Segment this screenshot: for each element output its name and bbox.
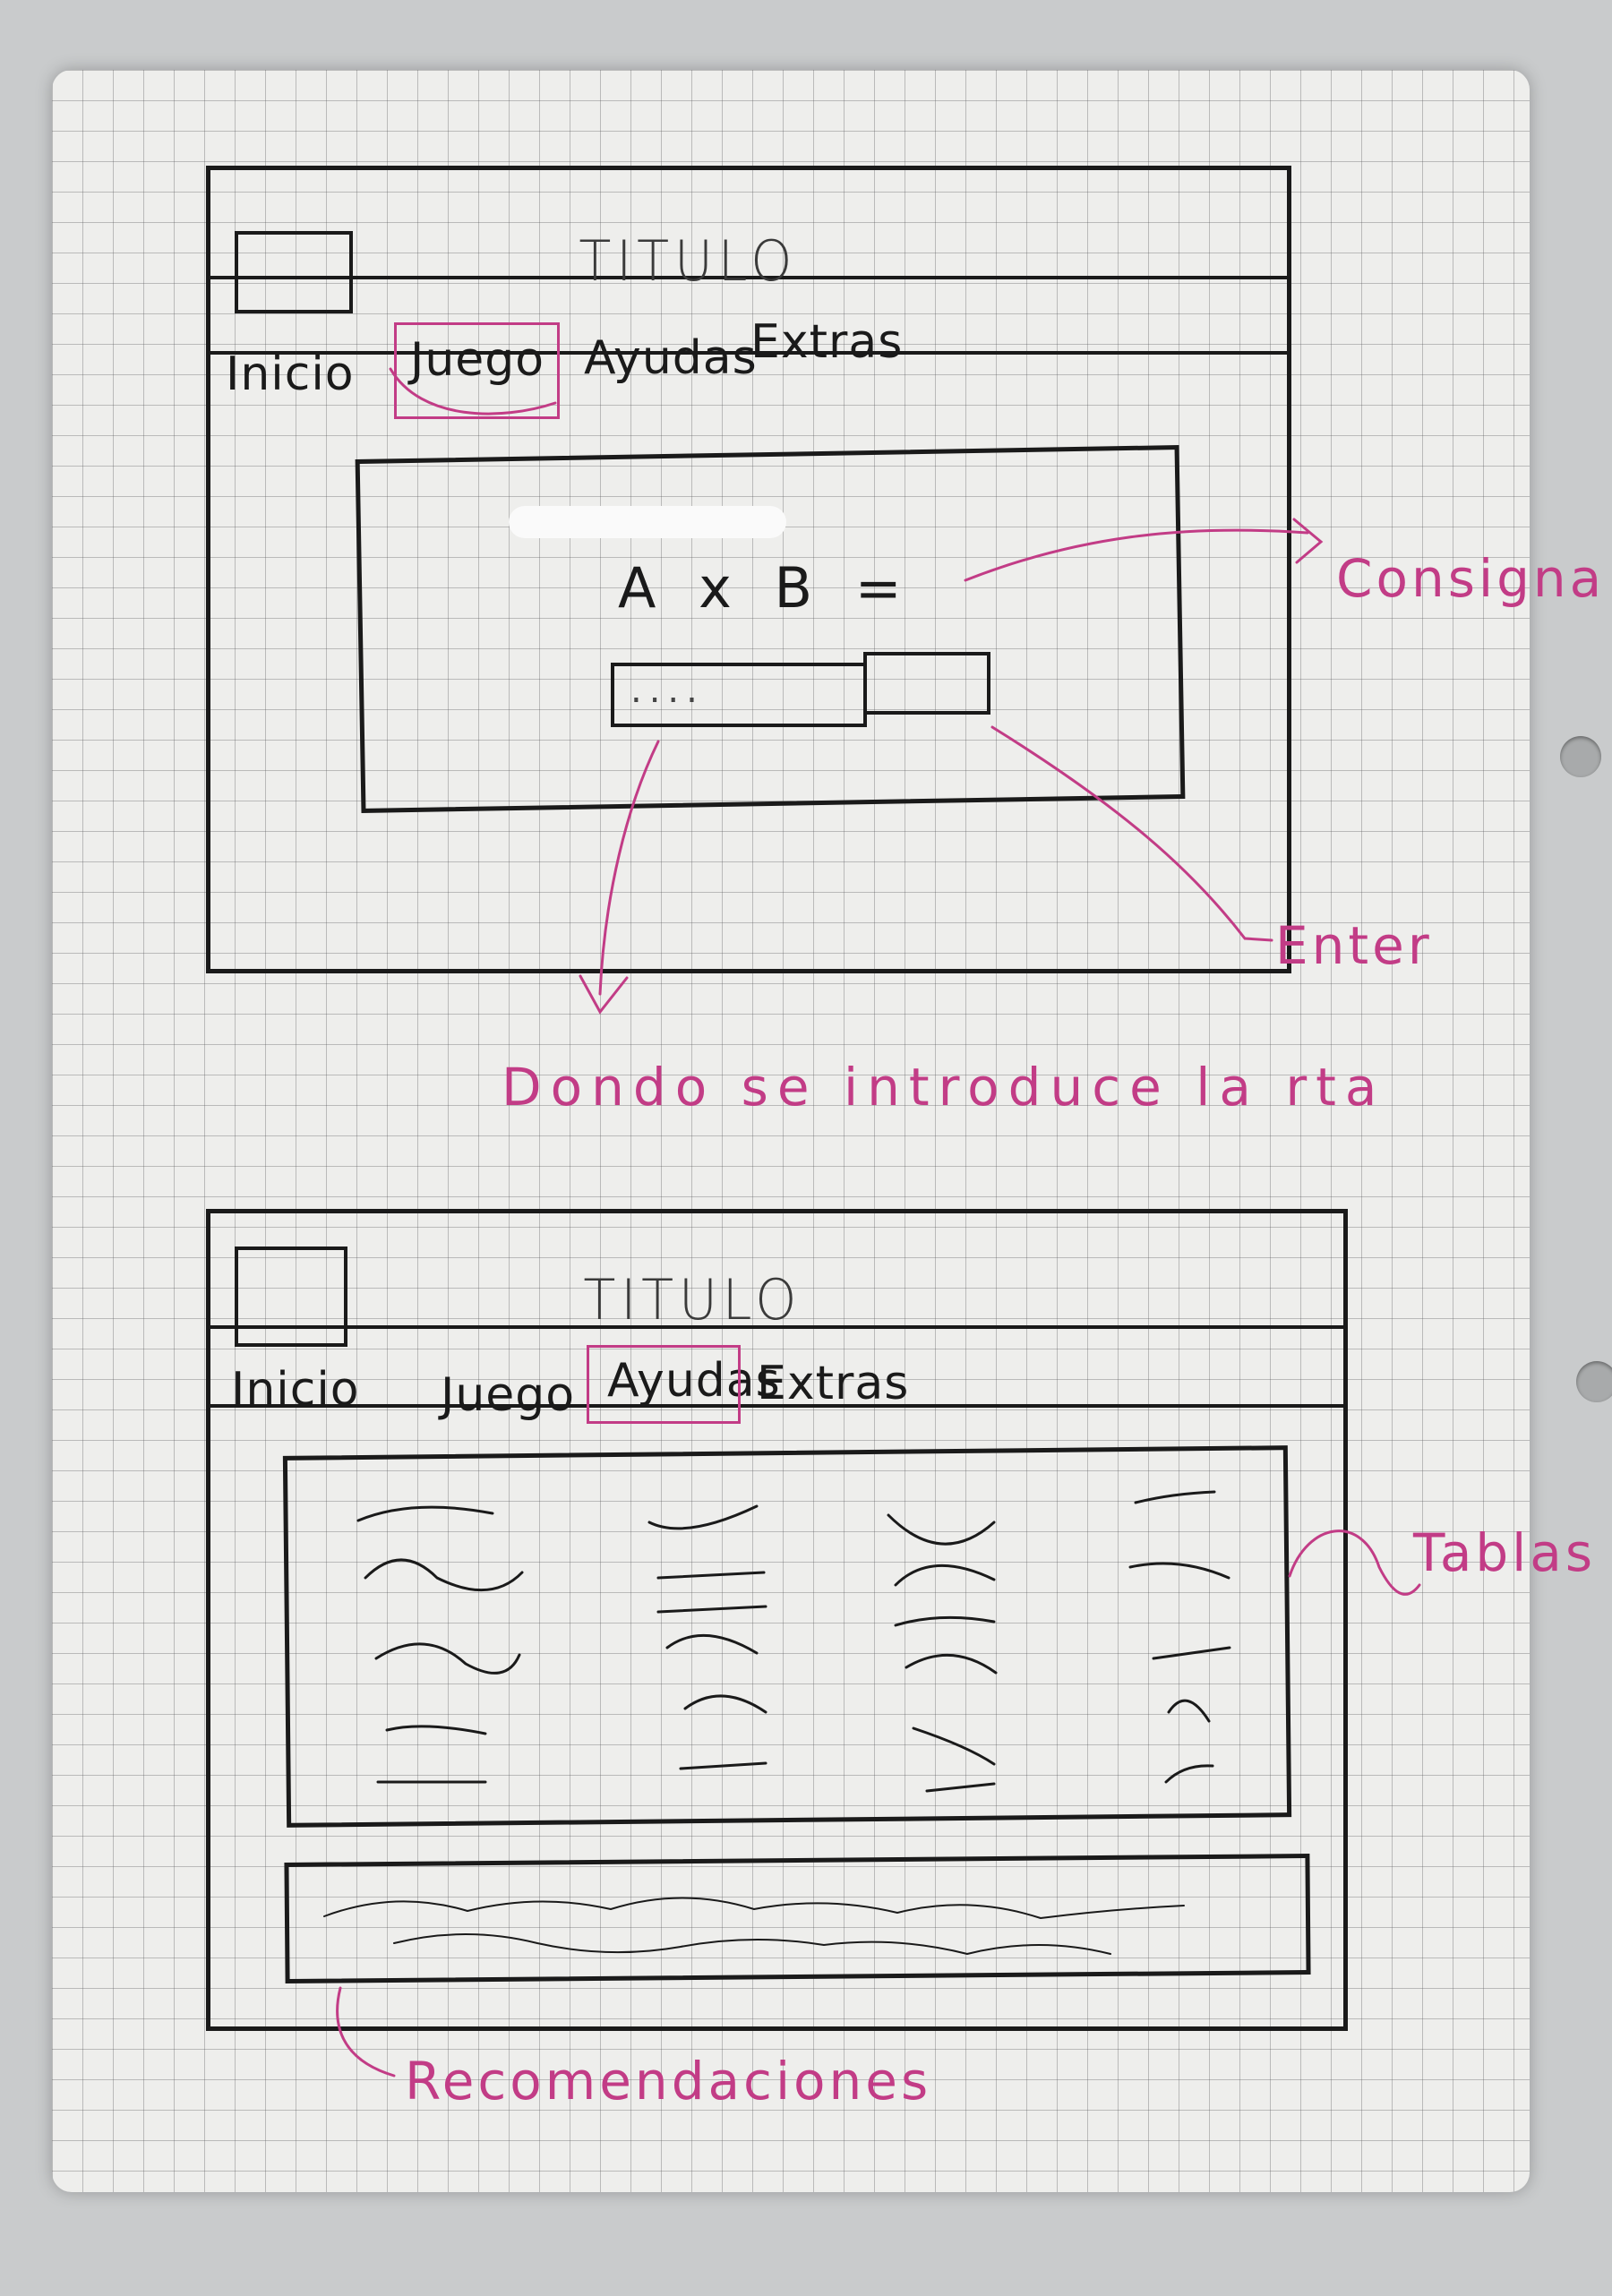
enter-button[interactable] (863, 652, 990, 715)
page-title: TITULO (583, 1267, 802, 1332)
nav-item-inicio[interactable]: Inicio (226, 347, 355, 401)
question-text: A x B = (618, 555, 914, 621)
arrow-enter (990, 725, 1273, 942)
annotation-enter: Enter (1275, 915, 1433, 976)
active-tab-highlight (394, 322, 560, 419)
erased-smudge (509, 506, 786, 538)
nav-item-inicio[interactable]: Inicio (231, 1363, 360, 1417)
nav-divider (206, 351, 1291, 355)
header-divider (206, 1325, 1348, 1329)
logo-placeholder (235, 1247, 347, 1347)
nav-item-extras[interactable]: Extras (757, 1357, 910, 1410)
arrow-consigna (964, 518, 1324, 582)
nav-item-juego[interactable]: Juego (441, 1368, 576, 1422)
page-title: TITULO (579, 228, 798, 294)
nav-item-juego[interactable]: Juego (410, 333, 545, 387)
arrow-answer (579, 740, 660, 1015)
annotation-tablas: Tablas (1413, 1522, 1597, 1583)
arrow-recomendaciones (336, 1986, 396, 2078)
juego-underline (389, 367, 557, 416)
arrow-tablas (1288, 1529, 1421, 1596)
header-divider (206, 276, 1291, 279)
window-frame (206, 1209, 1348, 2031)
annotation-recomendaciones: Recomendaciones (405, 2051, 932, 2112)
graph-paper-sheet (52, 70, 1530, 2192)
nav-item-extras[interactable]: Extras (750, 315, 904, 369)
answer-input[interactable]: .... (611, 663, 867, 727)
window-frame (206, 166, 1291, 973)
nav-item-ayudas[interactable]: Ayudas (607, 1354, 781, 1408)
annotation-consigna: Consigna (1336, 548, 1606, 609)
input-placeholder: .... (630, 670, 705, 711)
binder-hole (1560, 736, 1601, 777)
recommendation-scribbles (323, 1897, 1185, 1956)
nav-item-ayudas[interactable]: Ayudas (584, 331, 758, 385)
logo-placeholder (235, 231, 353, 313)
annotation-arrows (336, 367, 1421, 2078)
table-scribbles (356, 1490, 1231, 1793)
nav-divider (206, 1404, 1348, 1408)
binder-hole (1576, 1361, 1612, 1402)
active-tab-highlight (587, 1345, 741, 1424)
annotation-answer-input: Dondo se introduce la rta (502, 1057, 1386, 1118)
